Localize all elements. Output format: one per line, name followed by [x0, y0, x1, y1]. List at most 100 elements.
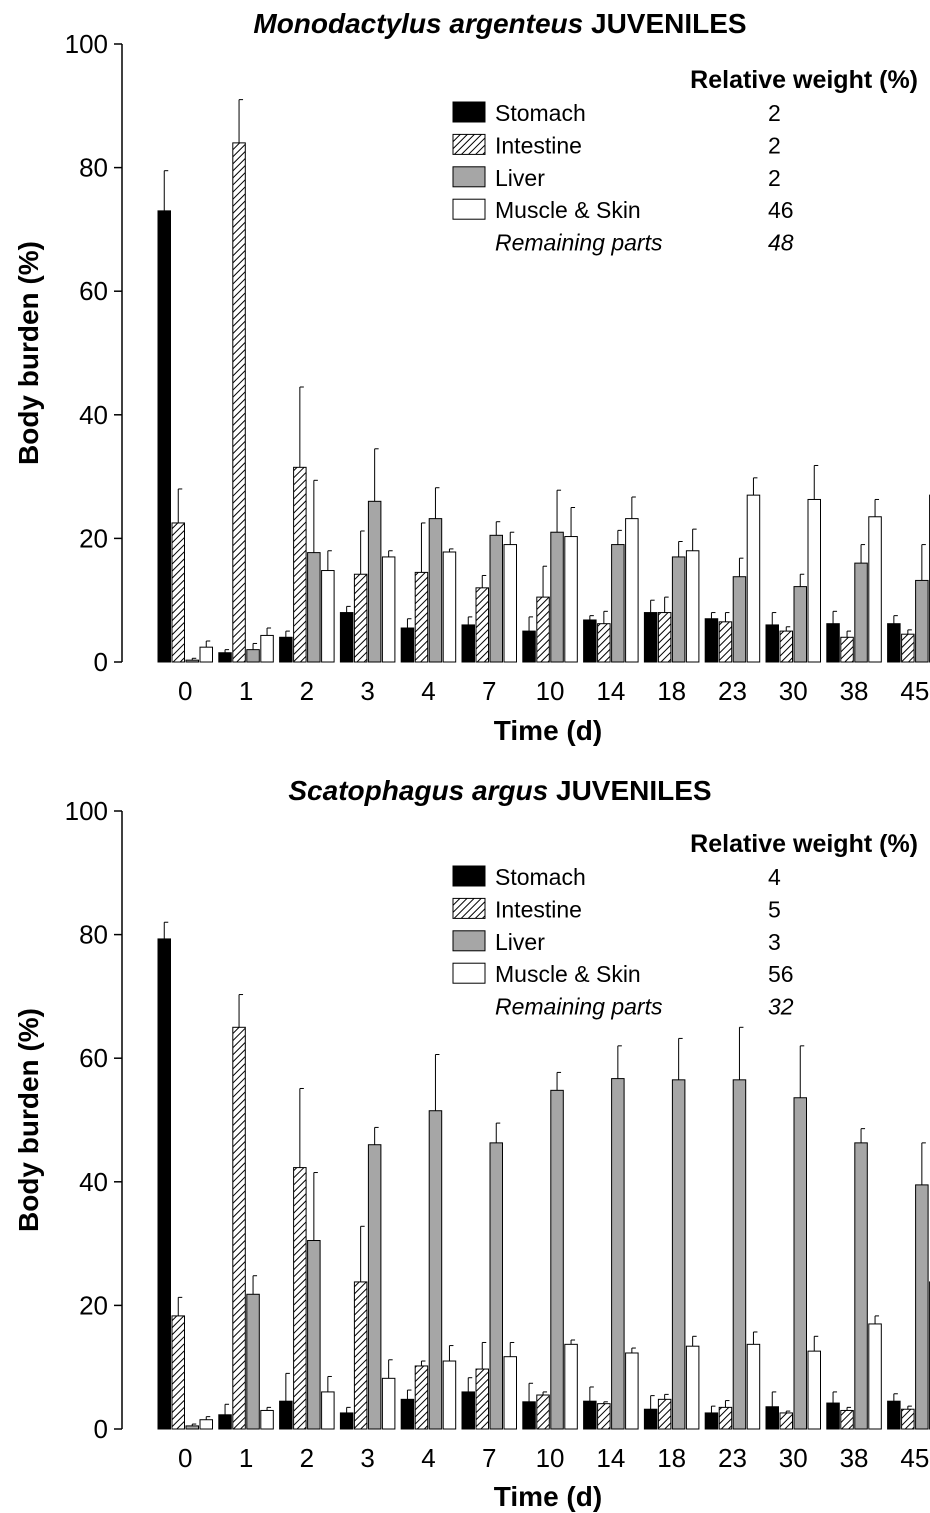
x-tick-label: 38 [840, 676, 869, 706]
legend-entry-label: Muscle & Skin [495, 961, 641, 987]
bar-muscle-skin-day-7 [503, 544, 517, 663]
bar-liver-day-23 [732, 576, 747, 663]
bar-stomach-day-14 [583, 1400, 597, 1430]
bar-liver-day-0 [185, 659, 199, 663]
bar-stomach-day-30 [765, 1406, 779, 1430]
y-tick-label: 40 [79, 400, 108, 430]
bar-intestine-day-38 [840, 636, 854, 663]
bar-liver-day-18 [671, 556, 686, 663]
bar-muscle-skin-day-0 [199, 646, 213, 663]
bar-stomach-day-0 [157, 210, 171, 663]
bar-stomach-day-18 [643, 612, 658, 663]
bar-liver-day-23 [732, 1079, 747, 1430]
x-tick-label: 38 [840, 1443, 869, 1473]
legend-entry-label: Liver [495, 165, 545, 191]
bar-muscle-skin-day-4 [442, 1360, 457, 1430]
bar-liver-day-10 [550, 1089, 564, 1430]
y-tick-label: 20 [79, 523, 108, 553]
bar-liver-day-10 [550, 531, 564, 663]
x-tick-label: 0 [178, 1443, 192, 1473]
bar-liver-day-3 [367, 1144, 382, 1430]
chart-panel-2: Scatophagus argus JUVENILES020406080100B… [13, 775, 930, 1512]
y-tick-label: 100 [65, 29, 108, 59]
bar-muscle-skin-day-4 [442, 551, 457, 663]
legend-entry-label: Intestine [495, 132, 582, 158]
legend-entry-weight: 3 [768, 929, 781, 955]
x-tick-label: 45 [900, 1443, 929, 1473]
bar-intestine-day-7 [475, 1368, 489, 1430]
x-tick-label: 0 [178, 676, 192, 706]
bar-muscle-skin-day-2 [321, 570, 335, 663]
x-tick-label: 2 [300, 1443, 314, 1473]
legend: Relative weight (%) Stomach 4 Intestine 5 Liv… [452, 830, 918, 1020]
legend-entry-label: Intestine [495, 896, 582, 922]
chart-title-suffix: JUVENILES [548, 775, 711, 806]
bar-stomach-day-23 [704, 618, 719, 663]
bar-intestine-day-10 [536, 596, 550, 663]
bar-muscle-skin-day-1 [260, 1409, 274, 1430]
bar-liver-day-45 [915, 1184, 929, 1430]
bar-intestine-day-18 [657, 1398, 672, 1430]
bar-muscle-skin-day-38 [868, 516, 882, 663]
bar-liver-day-1 [246, 649, 260, 663]
legend-swatch [452, 930, 486, 952]
x-tick-label: 14 [596, 676, 625, 706]
legend-swatch [452, 198, 486, 220]
legend-swatch [452, 897, 486, 919]
x-tick-label: 3 [360, 676, 374, 706]
bar-intestine-day-18 [657, 612, 672, 663]
x-tick-label: 14 [596, 1443, 625, 1473]
legend-header: Relative weight (%) [690, 66, 918, 94]
y-tick-label: 80 [79, 920, 108, 950]
legend-remaining-weight: 48 [768, 230, 794, 256]
bar-intestine-day-38 [840, 1409, 854, 1430]
bar-liver-day-38 [854, 1142, 868, 1430]
x-tick-label: 18 [657, 676, 686, 706]
x-tick-label: 4 [421, 676, 435, 706]
bar-liver-day-4 [428, 1110, 443, 1430]
legend: Relative weight (%) Stomach 2 Intestine 2 Liv… [452, 66, 918, 256]
bar-muscle-skin-day-23 [746, 1343, 761, 1430]
bar-intestine-day-23 [718, 1406, 733, 1430]
chart-panel-1: Monodactylus argenteus JUVENILES02040608… [13, 8, 930, 746]
y-tick-label: 60 [79, 276, 108, 306]
bar-liver-day-0 [185, 1425, 199, 1430]
bar-muscle-skin-day-18 [685, 1345, 700, 1430]
bar-intestine-day-7 [475, 587, 489, 663]
bar-stomach-day-4 [400, 1398, 415, 1430]
y-tick-label: 80 [79, 153, 108, 183]
y-tick-label: 0 [94, 1414, 108, 1444]
bar-liver-day-2 [307, 1240, 321, 1430]
bar-liver-day-45 [915, 579, 929, 663]
x-tick-label: 23 [718, 1443, 747, 1473]
bar-stomach-day-18 [643, 1408, 658, 1430]
x-tick-label: 2 [300, 676, 314, 706]
legend-entry-weight: 46 [768, 197, 794, 223]
bar-stomach-day-1 [218, 652, 232, 663]
chart-title: Monodactylus argenteus JUVENILES [253, 8, 746, 39]
bar-muscle-skin-day-30 [807, 498, 821, 663]
bar-muscle-skin-day-3 [381, 1377, 396, 1430]
x-tick-label: 3 [360, 1443, 374, 1473]
bar-stomach-day-3 [339, 1412, 354, 1430]
bar-intestine-day-10 [536, 1394, 550, 1430]
bar-intestine-day-1 [232, 1026, 246, 1430]
bar-stomach-day-10 [522, 630, 536, 663]
bar-muscle-skin-day-14 [625, 518, 639, 663]
y-tick-label: 0 [94, 647, 108, 677]
bar-stomach-day-38 [826, 1402, 840, 1430]
y-tick-label: 20 [79, 1290, 108, 1320]
bar-intestine-day-30 [779, 630, 793, 663]
legend-entry-weight: 5 [768, 896, 781, 922]
y-tick-label: 40 [79, 1167, 108, 1197]
legend-swatch [452, 101, 486, 123]
legend-entry-weight: 2 [768, 165, 781, 191]
legend-swatch [452, 166, 486, 188]
legend-entry-label: Muscle & Skin [495, 197, 641, 223]
x-tick-label: 30 [779, 676, 808, 706]
bar-intestine-day-1 [232, 142, 246, 663]
legend-remaining-label: Remaining parts [495, 994, 663, 1020]
bar-liver-day-1 [246, 1293, 260, 1430]
bar-stomach-day-30 [765, 624, 779, 663]
